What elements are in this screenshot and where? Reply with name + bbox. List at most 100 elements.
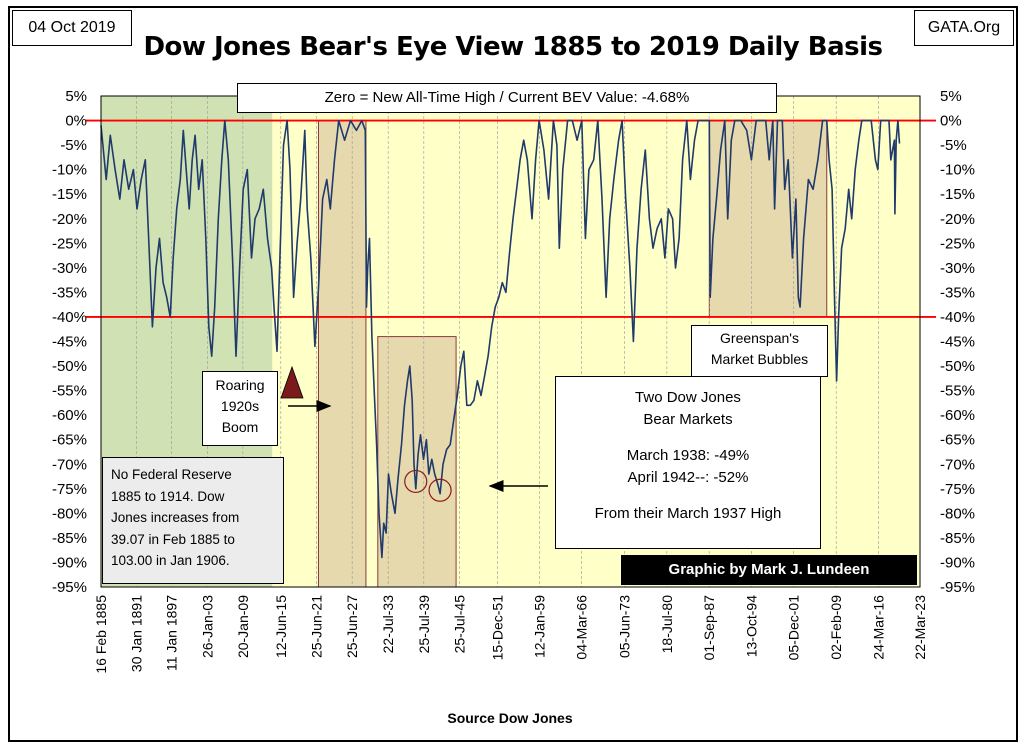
- x-tick-label: 26-Jan-03: [199, 595, 215, 658]
- y-tick-right: -15%: [940, 186, 975, 203]
- fed-line-2: 1885 to 1914. Dow: [111, 488, 225, 504]
- x-tick-label: 12-Jun-15: [273, 595, 289, 658]
- bear-markets-box: Two Dow Jones Bear Markets March 1938: -…: [555, 376, 821, 549]
- y-tick-right: -70%: [940, 456, 975, 473]
- date-label: 04 Oct 2019: [12, 10, 132, 46]
- x-tick-label: 11 Jan 1897: [164, 595, 180, 671]
- y-tick-left: -45%: [52, 334, 87, 351]
- x-tick-label: 04-Mar-66: [574, 595, 590, 660]
- bear-circle-1: [404, 469, 428, 494]
- greenspan-line-1: Greenspan's: [720, 330, 799, 346]
- y-tick-right: -20%: [940, 211, 975, 228]
- y-tick-right: -85%: [940, 530, 975, 547]
- y-tick-right: -25%: [940, 235, 975, 252]
- y-axis-left: 5% 0% -5% -10% -15% -20% -25% -30% -35% -40% -45% -…: [52, 88, 87, 596]
- y-tick-left: -40%: [52, 309, 87, 326]
- bear-title-2: Bear Markets: [643, 411, 733, 428]
- y-tick-right: -35%: [940, 284, 975, 301]
- credit-text: Graphic by Mark J. Lundeen: [668, 561, 870, 578]
- zero-note: Zero = New All-Time High / Current BEV V…: [324, 89, 690, 106]
- y-tick-right: -5%: [940, 137, 967, 154]
- y-tick-left: -25%: [52, 235, 87, 252]
- roaring-marker-icon: [280, 365, 304, 399]
- y-tick-right: -60%: [940, 407, 975, 424]
- x-tick-label: 25-Jul-45: [451, 595, 467, 654]
- credit-banner: Graphic by Mark J. Lundeen: [621, 555, 917, 585]
- y-tick-right: -80%: [940, 505, 975, 522]
- x-tick-label: 25-Jun-27: [344, 595, 360, 658]
- y-tick-right: 0%: [940, 113, 962, 130]
- fed-line-3: Jones increases from: [111, 510, 240, 525]
- y-tick-left: -10%: [52, 162, 87, 179]
- x-tick-label: 25-Jun-21: [309, 595, 325, 658]
- roaring-box: Roaring 1920s Boom: [202, 371, 278, 446]
- bear-circle-2: [428, 478, 452, 502]
- x-tick-label: 05-Jun-73: [617, 595, 633, 658]
- y-tick-left: -75%: [52, 481, 87, 498]
- y-tick-left: -90%: [52, 554, 87, 571]
- y-tick-left: -95%: [52, 579, 87, 596]
- site-label: GATA.Org: [914, 10, 1014, 46]
- y-tick-left: -85%: [52, 530, 87, 547]
- roaring-line-3: Boom: [221, 419, 259, 435]
- bear-1942: April 1942--: -52%: [627, 469, 749, 486]
- x-tick-label: 01-Sep-87: [701, 595, 717, 661]
- x-tick-label: 05-Dec-01: [786, 595, 802, 661]
- reference-lines: [86, 119, 936, 318]
- y-tick-left: -60%: [52, 407, 87, 424]
- y-tick-left: -5%: [60, 137, 87, 154]
- greenspan-box: Greenspan's Market Bubbles: [691, 325, 828, 377]
- y-tick-left: -35%: [52, 284, 87, 301]
- dow-bev-series: [100, 119, 901, 559]
- y-tick-left: -65%: [52, 432, 87, 449]
- y-tick-left: -55%: [52, 383, 87, 400]
- y-tick-right: -40%: [940, 309, 975, 326]
- y-tick-left: -70%: [52, 456, 87, 473]
- x-tick-label: 22-Jul-33: [380, 595, 396, 654]
- x-tick-label: 02-Feb-09: [828, 595, 844, 660]
- y-tick-right: -90%: [940, 554, 975, 571]
- y-tick-left: -15%: [52, 186, 87, 203]
- x-axis: 16 Feb 1885 30 Jan 1891 11 Jan 1897 26-Jan-…: [93, 595, 928, 674]
- x-tick-label: 16 Feb 1885: [93, 595, 109, 674]
- bear-title-1: Two Dow Jones: [635, 389, 741, 406]
- fed-line-5: 103.00 in Jan 1906.: [111, 553, 230, 568]
- y-tick-right: 5%: [940, 88, 962, 105]
- y-axis-right: 5% 0% -5% -10% -15% -20% -25% -30% -35% -40% -45% -…: [940, 88, 975, 596]
- zero-note-box: Zero = New All-Time High / Current BEV V…: [237, 83, 777, 113]
- bear-from-high: From their March 1937 High: [594, 505, 782, 522]
- y-tick-left: -20%: [52, 211, 87, 228]
- chart-title: Dow Jones Bear's Eye View 1885 to 2019 D…: [143, 32, 883, 62]
- x-tick-label: 20-Jan-09: [235, 595, 251, 658]
- y-tick-right: -75%: [940, 481, 975, 498]
- bear-1938: March 1938: -49%: [626, 447, 750, 464]
- shaded-region-2: [317, 120, 367, 588]
- greenspan-line-2: Market Bubbles: [710, 351, 809, 367]
- fed-box: No Federal Reserve 1885 to 1914. Dow Jon…: [102, 457, 284, 584]
- x-tick-label: 24-Mar-16: [871, 595, 887, 660]
- bear-market-circles: [404, 469, 452, 502]
- y-tick-left: -80%: [52, 505, 87, 522]
- x-tick-label: 13-Oct-94: [743, 595, 759, 657]
- y-tick-right: -95%: [940, 579, 975, 596]
- x-tick-label: 15-Dec-51: [489, 595, 505, 661]
- y-tick-right: -65%: [940, 432, 975, 449]
- x-tick-label: 30 Jan 1891: [128, 595, 144, 672]
- y-tick-left: 0%: [65, 113, 87, 130]
- x-tick-label: 22-Mar-23: [912, 595, 928, 660]
- x-tick-label: 18-Jul-80: [659, 595, 675, 654]
- x-tick-label: 12-Jan-59: [531, 595, 547, 658]
- roaring-line-1: Roaring: [215, 377, 265, 393]
- y-tick-left: -30%: [52, 260, 87, 277]
- fed-line-1: No Federal Reserve: [111, 467, 232, 482]
- fed-line-4: 39.07 in Feb 1885 to: [111, 531, 235, 547]
- roaring-line-2: 1920s: [220, 398, 260, 414]
- x-tick-label: 25-Jul-39: [416, 595, 432, 654]
- y-tick-left: -50%: [52, 358, 87, 375]
- y-tick-right: -45%: [940, 334, 975, 351]
- y-tick-right: -10%: [940, 162, 975, 179]
- y-tick-right: -55%: [940, 383, 975, 400]
- y-tick-left: 5%: [65, 88, 87, 105]
- x-axis-label: Source Dow Jones: [447, 710, 572, 726]
- y-tick-right: -50%: [940, 358, 975, 375]
